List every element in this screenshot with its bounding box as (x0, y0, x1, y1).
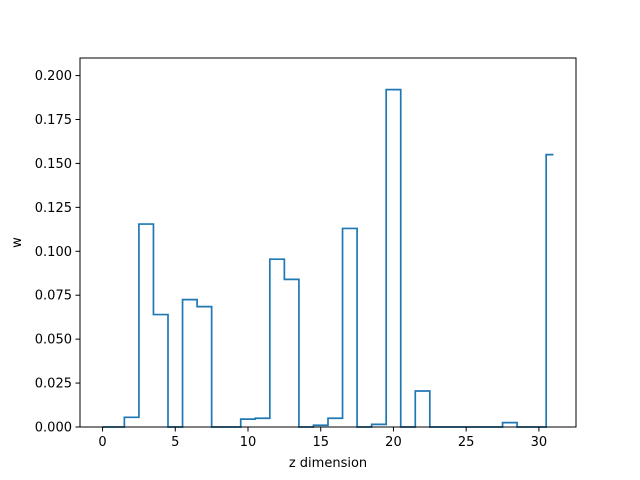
x-tick-label: 5 (171, 435, 179, 450)
y-tick-label: 0.100 (35, 245, 72, 260)
x-axis-label: z dimension (289, 456, 367, 471)
axes-frame (79, 57, 577, 428)
y-tick-label: 0.050 (35, 333, 72, 348)
y-tick-label: 0.175 (35, 113, 72, 128)
y-tick-label: 0.125 (35, 201, 72, 216)
y-tick-label: 0.150 (35, 157, 72, 172)
y-tick-label: 0.025 (35, 377, 72, 392)
x-tick-label: 25 (458, 435, 475, 450)
y-axis-ticks: 0.000 0.025 0.050 0.075 0.100 0.125 0.150 0.175… (35, 69, 80, 436)
x-axis-ticks: 0 5 10 15 20 25 30 (98, 427, 547, 450)
x-tick-label: 20 (385, 435, 402, 450)
y-axis-label: w (10, 237, 25, 248)
x-tick-label: 0 (98, 435, 106, 450)
x-tick-label: 10 (240, 435, 257, 450)
y-tick-label: 0.075 (35, 289, 72, 304)
y-tick-label: 0.000 (35, 421, 72, 436)
x-tick-label: 30 (531, 435, 548, 450)
x-tick-label: 15 (312, 435, 329, 450)
y-tick-label: 0.200 (35, 69, 72, 84)
